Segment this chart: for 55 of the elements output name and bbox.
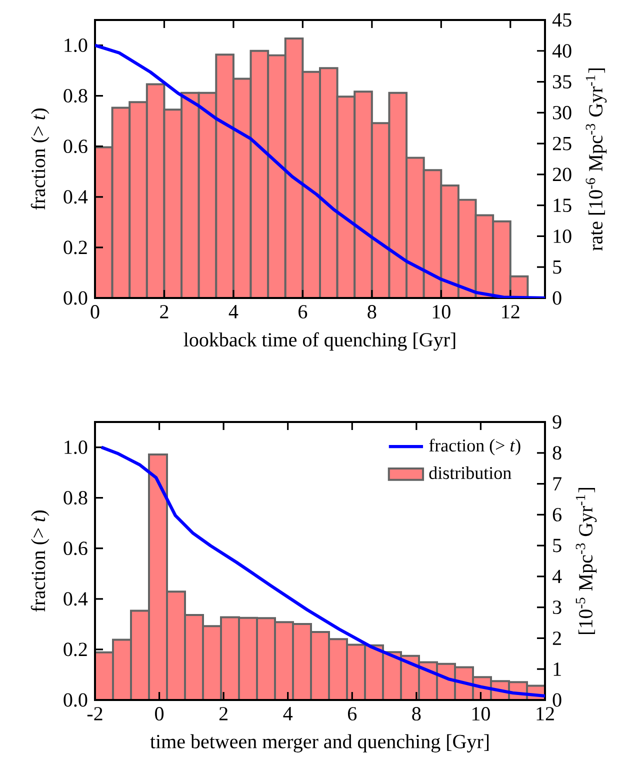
y2-tick-label: 6 — [552, 508, 562, 522]
y-tick-label: 0.4 — [64, 592, 88, 606]
y-axis-title: fraction (> t) — [30, 510, 50, 612]
y2-tick-label: 9 — [552, 415, 562, 429]
x-tick-label: 4 — [228, 305, 238, 318]
y-tick-label: 0.2 — [64, 240, 87, 254]
y2-tick-label: 4 — [552, 570, 562, 584]
y2-tick-label: 30 — [553, 106, 572, 120]
y-tick-label: 1.0 — [64, 38, 88, 52]
y2-tick-label: 8 — [552, 446, 562, 460]
y-axis-title: fraction (> t) — [30, 108, 50, 210]
x-tick-label: 10 — [432, 305, 450, 319]
y2-tick-label: 15 — [554, 198, 572, 212]
y-tick-label: 0.8 — [64, 491, 88, 505]
y2-tick-label: 3 — [553, 600, 562, 614]
y2-tick-label: 20 — [552, 168, 572, 182]
y2-tick-label: 5 — [553, 260, 562, 274]
x-tick-label: 2 — [219, 707, 228, 720]
y-tick-label: 0.6 — [64, 542, 88, 556]
y2-tick-label: 40 — [552, 44, 572, 58]
y2-axis-title: rate [10$^{-6}$ Mpc$^{-3}$ Gyr$^{-1}$] — [586, 68, 607, 251]
y2-axis-title: [10$^{-5}$ Mpc$^{-3}$ Gyr$^{-1}$] — [576, 488, 597, 634]
y2-tick-label: 1 — [554, 662, 561, 676]
y-tick-label: 0.8 — [64, 89, 88, 103]
x-axis-title: time between merger and quenching [Gyr] — [150, 734, 489, 752]
y2-tick-label: 45 — [552, 13, 572, 27]
x-tick-label: 0 — [155, 707, 164, 721]
y2-tick-label: 5 — [553, 538, 562, 552]
y-tick-label: 0.0 — [64, 291, 88, 305]
y2-tick-label: 25 — [552, 136, 572, 150]
x-tick-label: 10 — [472, 707, 490, 721]
x-tick-label: 6 — [298, 305, 308, 318]
x-tick-label: 4 — [283, 707, 293, 720]
y-tick-label: 0.4 — [64, 190, 88, 204]
x-tick-label: 8 — [412, 707, 421, 721]
y-tick-label: 1.0 — [64, 440, 88, 454]
x-tick-label: 2 — [160, 305, 168, 318]
y-tick-label: 0.2 — [64, 642, 87, 656]
y2-tick-label: 0 — [552, 291, 562, 305]
x-tick-label: 0 — [90, 305, 100, 319]
x-axis-title: lookback time of quenching [Gyr] — [184, 332, 456, 351]
y2-tick-label: 7 — [553, 477, 562, 490]
x-tick-label: 12 — [536, 707, 554, 720]
legend-label: fraction (> t) — [429, 438, 520, 456]
x-tick-label: 12 — [502, 305, 520, 318]
y2-tick-label: 0 — [552, 693, 562, 707]
y-tick-label: 0.0 — [64, 693, 88, 707]
y2-tick-label: 10 — [554, 229, 572, 243]
y-tick-label: 0.6 — [64, 140, 88, 154]
y2-tick-label: 35 — [553, 75, 572, 88]
legend-label: distribution — [429, 466, 512, 480]
x-tick-label: 6 — [348, 707, 357, 720]
y2-tick-label: 2 — [552, 632, 561, 645]
x-tick-label: 8 — [368, 305, 376, 319]
x-tick-label: -2 — [87, 707, 102, 720]
